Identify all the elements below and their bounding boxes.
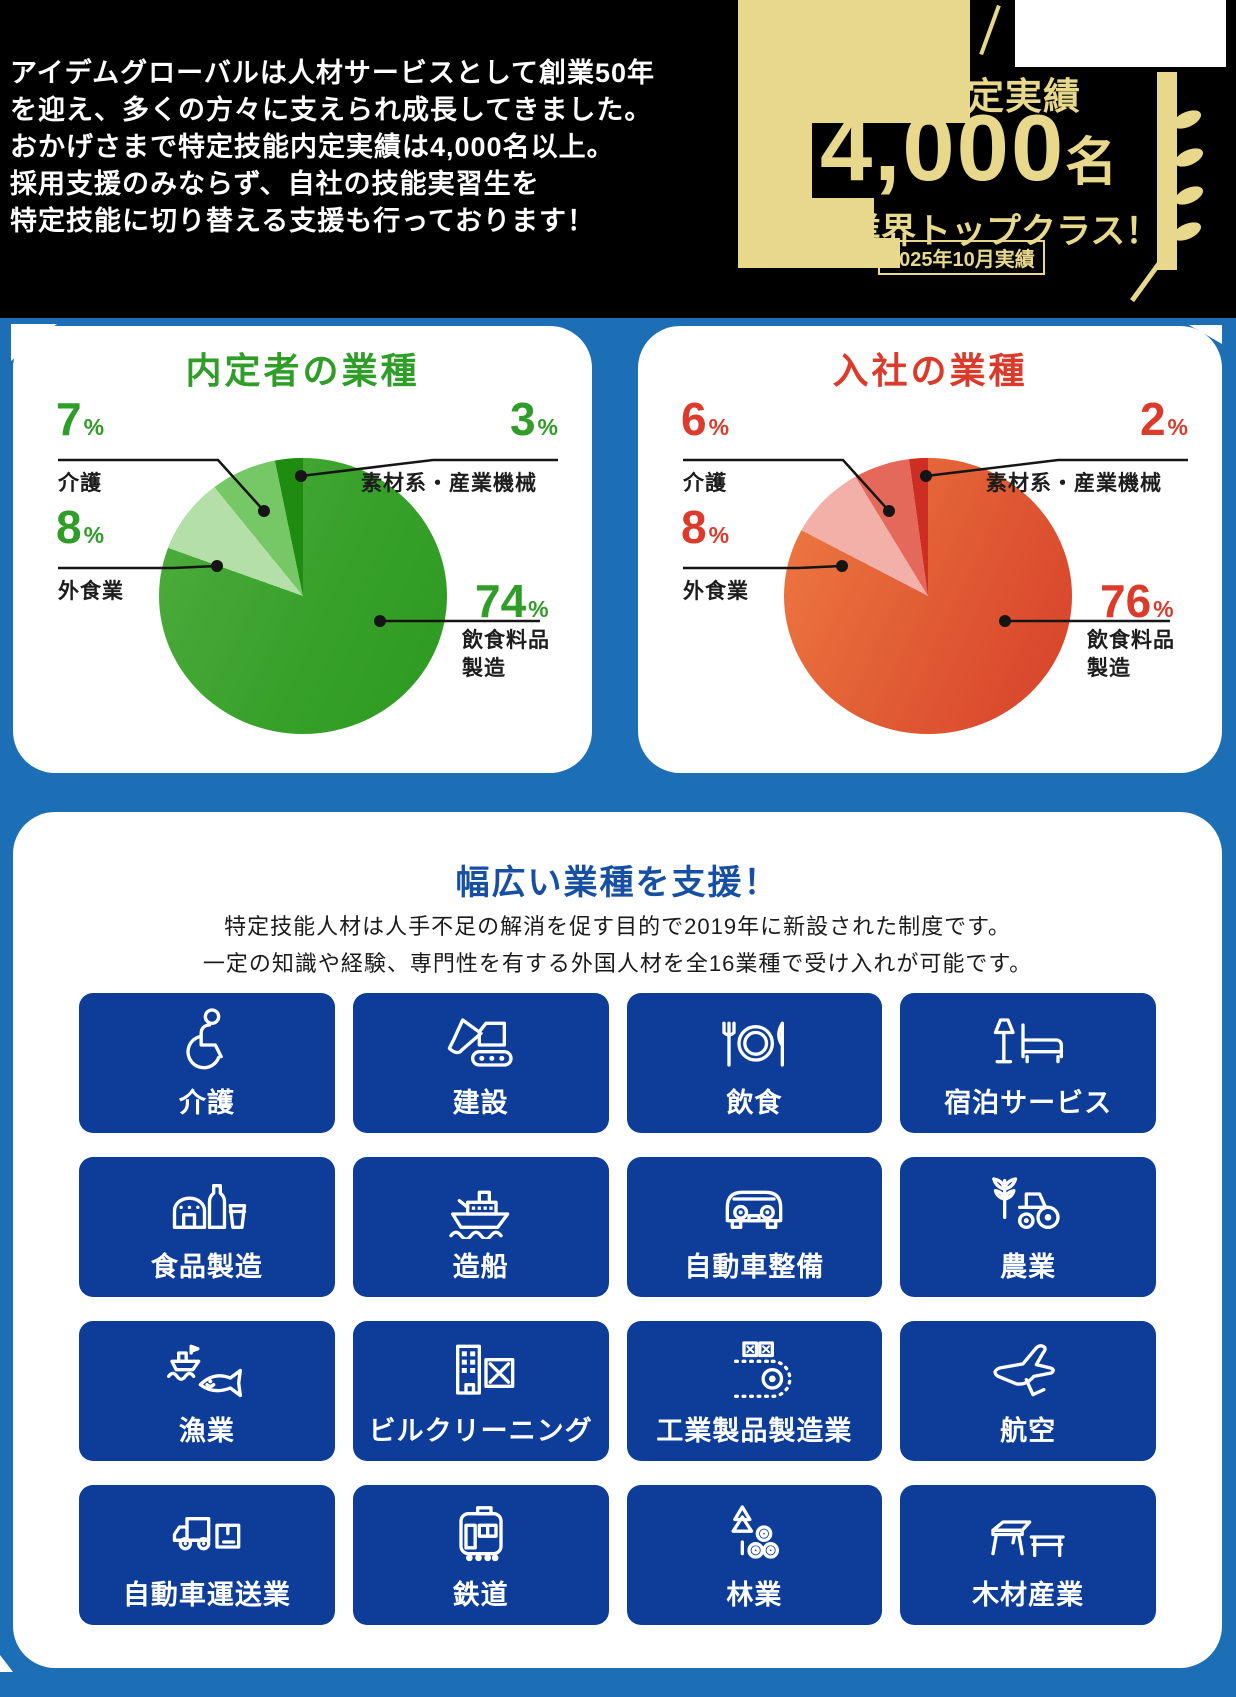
- pie-chart-nyusha: [784, 458, 1072, 734]
- laurel-leaf-icon: [1172, 182, 1206, 209]
- leader-lines: [683, 458, 1188, 627]
- badge-number-unit: 名: [1065, 134, 1118, 192]
- intro-line: を迎え、多くの方々に支えられ成長してきました。: [10, 95, 653, 125]
- industry-tile-unso: 自動車運送業: [79, 1485, 335, 1625]
- lamp-bed-icon: [993, 1018, 1064, 1064]
- badge-white-flash: [1015, 0, 1226, 67]
- corner-triangle-icon: [0, 1655, 13, 1672]
- intro-line: アイデムグローバルは人材サービスとして創業50年: [10, 58, 656, 88]
- industry-tile-koku: 航空: [900, 1321, 1156, 1461]
- fork-plate-knife-icon: [722, 1021, 785, 1067]
- laurel-tail-icon: [1130, 253, 1167, 303]
- delivery-van-icon: [172, 1517, 241, 1551]
- blue-body-section: 内定者の業種 7% 介護 8% 外食業 3% 素材系・産業機械 74% 飲食料品…: [0, 318, 1236, 1697]
- industry-tile-jidoshaseibi: 自動車整備: [626, 1157, 883, 1297]
- industry-tile-cleaning: ビルクリーニング: [352, 1321, 609, 1461]
- car-icon: [726, 1190, 783, 1229]
- chart-title: 内定者の業種: [185, 350, 420, 391]
- slice-label: 飲食料品 製造: [462, 629, 550, 680]
- slice-percent: 8%: [56, 501, 105, 553]
- factory-bottle-icon: [172, 1184, 247, 1229]
- wood-table-icon: [991, 1520, 1065, 1557]
- intro-line: おかげさまで特定技能内定実績は4,000名以上。: [10, 132, 615, 162]
- wheelchair-icon: [186, 1008, 223, 1070]
- laurel-stem-icon: [979, 4, 1001, 56]
- intro-text: アイデムグローバルは人材サービスとして創業50年 を迎え、多くの方々に支えられ成…: [10, 55, 655, 240]
- industry-tile-gyogyo: 漁業: [79, 1321, 335, 1461]
- slice-label: 外食業: [58, 580, 124, 603]
- airplane-icon: [993, 1344, 1055, 1397]
- industry-grid: 介護 建設 飲: [79, 993, 1156, 1625]
- slice-label: 外食業: [683, 580, 749, 603]
- industry-tile-shokuhin: 食品製造: [79, 1157, 335, 1297]
- industry-tile-tetsudo: 鉄道: [352, 1485, 609, 1625]
- intro-line: 採用支援のみならず、自社の技能実習生を: [10, 169, 540, 199]
- tree-logs-icon: [731, 1505, 780, 1559]
- slice-percent: 6%: [681, 393, 730, 445]
- ship-icon: [448, 1190, 509, 1239]
- industry-tile-kogyo: 工業製品製造業: [626, 1321, 883, 1461]
- chart-title: 入社の業種: [832, 350, 1028, 391]
- fishing-boat-fish-icon: [166, 1344, 242, 1398]
- pie-card-nyusha: 入社の業種 6% 介護 8% 外食業 2% 素材系・産業機械 76% 飲食料品 …: [638, 326, 1222, 773]
- industry-tile-nogyo: 農業: [900, 1157, 1156, 1297]
- header-section: アイデムグローバルは人材サービスとして創業50年 を迎え、多くの方々に支えられ成…: [0, 0, 1236, 318]
- support-card: 幅広い業種を支援！ 特定技能人材は人手不足の解消を促す目的で2019年に新設され…: [13, 812, 1222, 1668]
- industry-tile-inshoku: 飲食: [626, 993, 883, 1133]
- slice-label: 介護: [683, 472, 727, 495]
- laurel-branch-icon: [1157, 72, 1177, 270]
- slice-percent: 7%: [56, 393, 105, 445]
- slice-percent: 3%: [509, 393, 558, 445]
- industry-tile-kaigo: 介護: [79, 993, 335, 1133]
- building-cleaning-icon: [455, 1344, 514, 1395]
- industry-tile-shukuhaku: 宿泊サービス: [900, 993, 1156, 1133]
- leader-lines: [58, 458, 558, 627]
- pie-card-naitei: 内定者の業種 7% 介護 8% 外食業 3% 素材系・産業機械 74% 飲食料品…: [13, 326, 592, 773]
- badge-gold-block: [738, 198, 874, 240]
- badge-gold-block: [738, 238, 900, 268]
- industry-tile-zosen: 造船: [352, 1157, 609, 1297]
- support-title: 幅広い業種を支援！: [455, 864, 780, 902]
- slice-percent: 76%: [1100, 575, 1174, 627]
- intro-line: 特定技能に切り替える支援も行っております！: [10, 206, 596, 236]
- industry-tile-kensetsu: 建設: [352, 993, 609, 1133]
- badge-note: 2025年10月実績: [878, 240, 1045, 275]
- conveyor-gear-icon: [734, 1341, 792, 1398]
- slice-percent: 8%: [681, 501, 730, 553]
- train-icon: [458, 1506, 503, 1562]
- slice-label: 飲食料品 製造: [1087, 629, 1175, 680]
- slice-label: 素材系・産業機械: [361, 472, 537, 495]
- industry-tile-mokuzai: 木材産業: [900, 1485, 1156, 1625]
- pie-chart-naitei: [159, 458, 447, 734]
- slice-label: 素材系・産業機械: [986, 472, 1162, 495]
- laurel-leaf-icon: [1172, 144, 1206, 171]
- slice-label: 介護: [58, 472, 102, 495]
- tractor-wheat-icon: [992, 1177, 1060, 1229]
- slice-percent: 2%: [1139, 393, 1188, 445]
- excavator-icon: [447, 1018, 513, 1067]
- slice-percent: 74%: [475, 575, 549, 627]
- industry-tile-ringyo: 林業: [626, 1485, 883, 1625]
- support-description: 特定技能人材は人手不足の解消を促す目的で2019年に新設された制度です。 一定の…: [202, 914, 1033, 976]
